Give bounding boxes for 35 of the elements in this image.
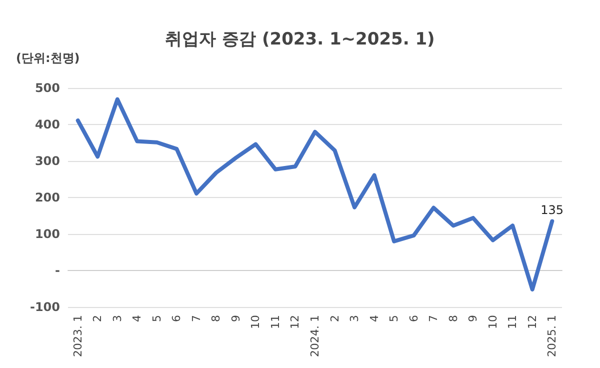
x-tick-label: 6 — [407, 315, 420, 322]
x-tick-label: 2023. 1 — [71, 315, 84, 358]
y-tick-label: - — [55, 264, 60, 278]
chart-title: 취업자 증감 (2023. 1~2025. 1) — [165, 30, 435, 50]
y-tick-label: 200 — [34, 190, 60, 205]
y-tick-label: 500 — [34, 81, 60, 95]
x-tick-label: 2 — [328, 315, 342, 322]
x-tick-label: 3 — [348, 315, 362, 322]
x-tick-label: 8 — [210, 315, 223, 322]
x-tick-label: 9 — [229, 315, 242, 322]
x-tick-label: 5 — [388, 315, 401, 322]
x-tick-label: 12 — [526, 315, 539, 330]
y-tick-label: -100 — [30, 300, 60, 314]
x-tick-label: 8 — [446, 315, 460, 322]
x-tick-label: 4 — [368, 315, 381, 322]
y-tick-label: 400 — [34, 118, 60, 132]
x-tick-label: 3 — [110, 315, 124, 322]
x-tick-label: 11 — [506, 315, 520, 330]
y-axis-title: (단위:천명) — [16, 51, 80, 65]
x-tick-label: 11 — [268, 315, 282, 330]
x-tick-label: 5 — [150, 315, 164, 322]
x-tick-label: 6 — [170, 315, 184, 322]
x-tick-label: 10 — [486, 315, 500, 330]
x-tick-label: 7 — [190, 315, 203, 322]
x-tick-label: 4 — [130, 315, 144, 322]
x-tick-label: 7 — [427, 315, 440, 322]
x-tick-label: 2025. 1 — [546, 315, 559, 358]
x-tick-label: 2024. 1 — [308, 315, 322, 358]
data-label: 135 — [540, 203, 564, 218]
x-tick-label: 2 — [91, 315, 104, 322]
y-tick-label: 100 — [34, 227, 60, 242]
y-tick-label: 300 — [34, 154, 60, 168]
x-tick-label: 10 — [249, 315, 262, 330]
x-tick-label: 12 — [288, 315, 302, 330]
x-tick-label: 9 — [466, 315, 480, 322]
